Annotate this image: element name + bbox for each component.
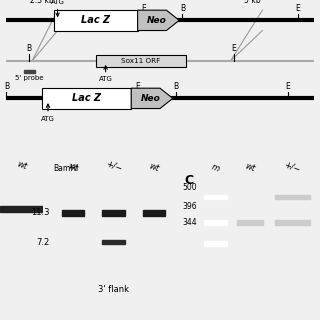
Bar: [275, 195, 310, 199]
Text: E: E: [286, 82, 290, 91]
Text: 500: 500: [182, 183, 197, 192]
Text: E: E: [231, 44, 236, 53]
Text: B: B: [26, 44, 31, 53]
Text: B: B: [173, 82, 179, 91]
Text: wt: wt: [67, 162, 79, 173]
Text: E: E: [135, 82, 140, 91]
Text: C: C: [184, 174, 193, 188]
Bar: [204, 220, 227, 225]
Bar: [204, 195, 227, 199]
Bar: [102, 240, 125, 244]
Text: Sox11 ORF: Sox11 ORF: [121, 58, 160, 64]
Text: m: m: [210, 163, 221, 174]
Text: E: E: [142, 4, 146, 13]
Text: Lac Z: Lac Z: [72, 93, 101, 103]
Bar: [102, 211, 125, 216]
Text: 396: 396: [182, 202, 197, 211]
Bar: [0, 205, 43, 212]
Text: wt: wt: [244, 162, 256, 174]
FancyBboxPatch shape: [54, 10, 138, 30]
Text: 344: 344: [182, 218, 197, 227]
Text: 11.3: 11.3: [31, 209, 50, 218]
Bar: [143, 211, 165, 216]
Text: 7.2: 7.2: [36, 238, 50, 247]
Text: ATG: ATG: [51, 0, 65, 5]
Text: Neo: Neo: [147, 16, 167, 25]
Text: wt: wt: [15, 160, 28, 172]
Text: +/−: +/−: [283, 159, 302, 174]
Text: E: E: [295, 4, 300, 13]
Text: 5' probe: 5' probe: [14, 75, 43, 81]
Text: Lac Z: Lac Z: [81, 15, 111, 25]
Text: wt: wt: [148, 162, 160, 173]
Text: BamHI: BamHI: [54, 164, 79, 173]
Text: B: B: [180, 4, 185, 13]
Text: ATG: ATG: [41, 116, 55, 122]
Polygon shape: [138, 10, 179, 30]
Text: 2.3 kb: 2.3 kb: [30, 0, 53, 5]
Text: ATG: ATG: [99, 76, 113, 82]
Bar: [204, 241, 227, 246]
Bar: [275, 220, 310, 225]
Text: B: B: [4, 82, 9, 91]
Polygon shape: [131, 88, 173, 108]
FancyBboxPatch shape: [42, 88, 131, 108]
FancyBboxPatch shape: [96, 55, 186, 67]
Text: 3' flank: 3' flank: [98, 285, 129, 294]
Bar: [24, 69, 35, 73]
Text: 5 kb: 5 kb: [244, 0, 261, 5]
Bar: [237, 220, 263, 225]
Bar: [62, 211, 84, 216]
Text: Neo: Neo: [140, 94, 160, 103]
Text: +/−: +/−: [104, 159, 123, 173]
